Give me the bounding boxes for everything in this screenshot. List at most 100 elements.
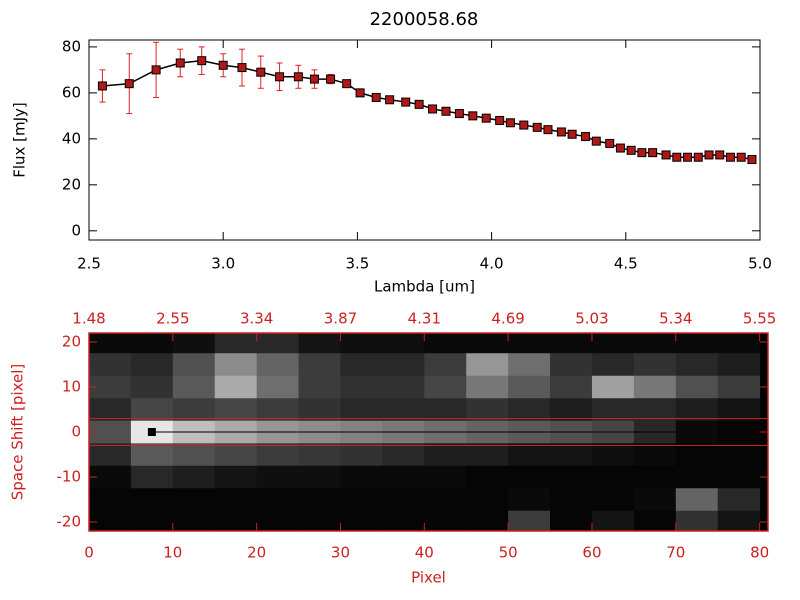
data-point	[237, 63, 247, 73]
heatmap-cell	[130, 488, 174, 512]
heatmap-cell	[256, 443, 300, 467]
heatmap-cell	[256, 488, 300, 512]
heatmap-cell	[633, 510, 677, 531]
heatmap-cell	[675, 488, 719, 512]
heatmap-cell	[298, 398, 341, 422]
heatmap-cell	[591, 488, 635, 512]
heatmap-cell	[382, 510, 425, 531]
y-tick-label: 10	[62, 378, 81, 396]
heatmap-cell	[675, 465, 719, 489]
y-tick-label: 0	[71, 423, 81, 441]
x-tick-label: 10	[163, 544, 182, 562]
data-point	[532, 122, 542, 132]
heatmap-cell	[675, 443, 719, 467]
data-point	[175, 58, 185, 68]
heatmap-cell	[340, 510, 383, 531]
data-point	[309, 74, 319, 84]
heatmap-cell	[89, 398, 132, 422]
heatmap-cell	[633, 465, 677, 489]
heatmap-cell	[508, 353, 551, 377]
heatmap-cell	[508, 510, 551, 531]
heatmap-cell	[675, 420, 719, 444]
data-line	[102, 59, 753, 161]
heatmap-cell	[633, 353, 677, 377]
heatmap-cell	[382, 353, 425, 377]
data-point	[441, 106, 451, 116]
y-tick-label: -10	[57, 468, 82, 486]
data-point	[342, 79, 352, 89]
heatmap-cell	[466, 443, 509, 467]
heatmap-cell	[130, 333, 174, 354]
x-tick-label: 50	[499, 544, 518, 562]
heatmap-cell	[633, 443, 677, 467]
x-tick-label: 4.0	[480, 255, 504, 273]
heatmap-cell	[256, 510, 300, 531]
heatmap-cell	[172, 353, 216, 377]
heatmap-cell	[214, 333, 258, 354]
heatmap-cell	[508, 333, 551, 354]
heatmap-cell	[717, 510, 761, 531]
data-point	[218, 60, 228, 70]
data-point	[414, 99, 424, 109]
heatmap-cell	[424, 398, 467, 422]
x-tick-label: 2.5	[77, 255, 101, 273]
data-point	[736, 152, 746, 162]
heatmap-cell	[675, 375, 719, 399]
heatmap-cell	[130, 375, 174, 399]
heatmap-cell	[340, 375, 383, 399]
data-point	[683, 152, 693, 162]
heatmap-cell	[89, 443, 132, 467]
data-point	[385, 95, 395, 105]
heatmap-cell	[508, 398, 551, 422]
x-axis-label: Pixel	[411, 569, 446, 587]
data-point	[661, 150, 671, 160]
heatmap-cell	[466, 465, 509, 489]
heatmap-cell	[717, 375, 761, 399]
heatmap-cell	[717, 420, 761, 444]
y-axis-label: Space Shift [pixel]	[9, 364, 27, 501]
heatmap-cell	[256, 465, 300, 489]
heatmap-cell	[340, 333, 383, 354]
heatmap-cell	[550, 510, 593, 531]
data-point	[97, 81, 107, 91]
heatmap-cell	[130, 398, 174, 422]
heatmap-cell	[172, 488, 216, 512]
data-point	[468, 111, 478, 121]
y-tick-label: 80	[62, 37, 81, 55]
heatmap-cell	[717, 333, 761, 354]
heatmap-cell	[130, 510, 174, 531]
x2-tick-label: 4.69	[491, 310, 524, 328]
heatmap-cell	[591, 375, 635, 399]
heatmap-cell	[466, 375, 509, 399]
heatmap-cell	[424, 510, 467, 531]
heatmap-cell	[298, 353, 341, 377]
heatmap-cell	[298, 443, 341, 467]
heatmap-cell	[256, 333, 300, 354]
heatmap-cell	[717, 443, 761, 467]
heatmap-cell	[298, 465, 341, 489]
heatmap-cell	[298, 510, 341, 531]
heatmap-cell	[591, 465, 635, 489]
heatmap-cell	[550, 488, 593, 512]
data-point	[615, 143, 625, 153]
data-point	[715, 150, 725, 160]
data-point	[197, 56, 207, 66]
data-point	[481, 113, 491, 123]
heatmap-cell	[717, 488, 761, 512]
data-point	[355, 88, 365, 98]
data-point	[293, 72, 303, 82]
x-tick-label: 0	[84, 544, 94, 562]
plot-frame	[88, 39, 761, 241]
heatmap-cell	[340, 443, 383, 467]
heatmap-cell	[550, 465, 593, 489]
heatmap-cell	[340, 465, 383, 489]
data-point	[567, 129, 577, 139]
heatmap-cell	[717, 353, 761, 377]
y-tick-label: -20	[57, 513, 82, 531]
heatmap-cell	[172, 375, 216, 399]
heatmap-cell	[298, 488, 341, 512]
data-point	[556, 127, 566, 137]
heatmap-cell	[550, 375, 593, 399]
